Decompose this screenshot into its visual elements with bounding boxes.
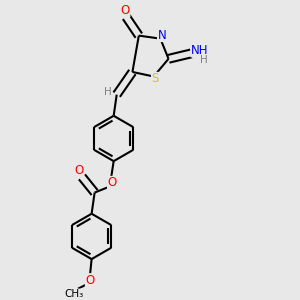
Text: H: H [200, 55, 208, 65]
Text: S: S [152, 72, 159, 86]
Text: H: H [104, 87, 112, 97]
Text: O: O [74, 164, 83, 177]
Text: O: O [107, 176, 117, 189]
Text: O: O [85, 274, 95, 287]
Text: N: N [158, 28, 166, 41]
Text: O: O [121, 4, 130, 17]
Text: NH: NH [191, 44, 208, 57]
Text: CH₃: CH₃ [65, 289, 84, 299]
